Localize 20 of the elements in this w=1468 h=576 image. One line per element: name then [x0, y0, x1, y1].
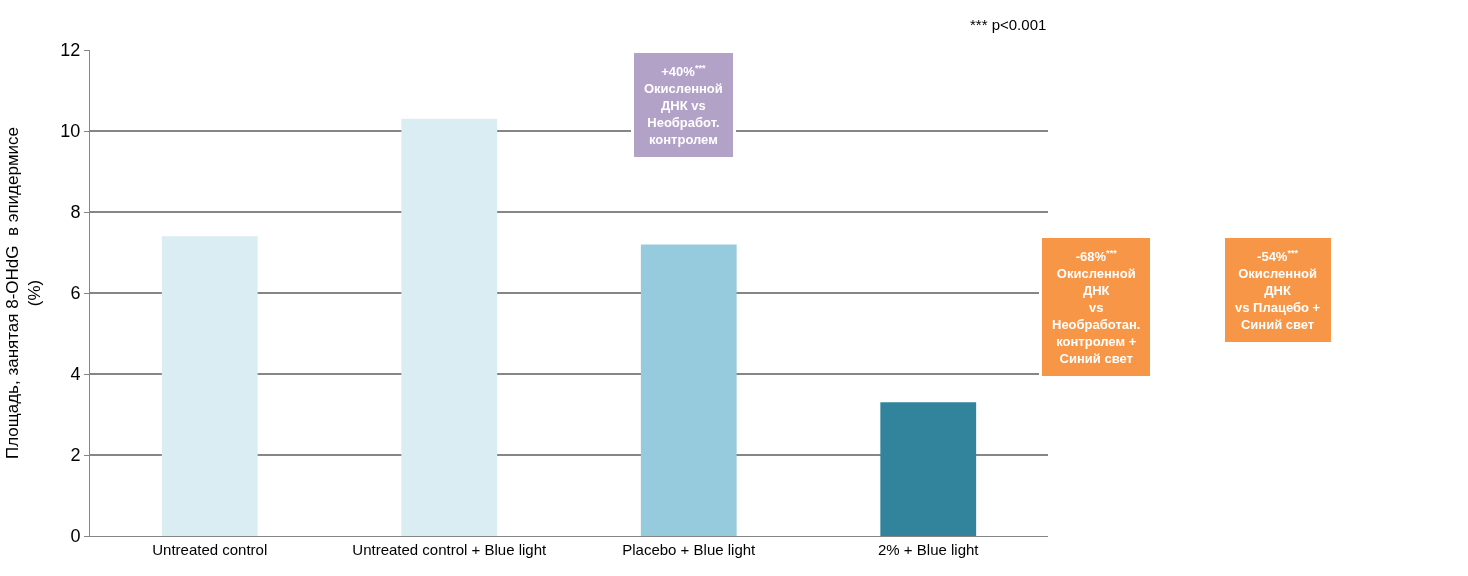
- text: -54%$^{***}$ Окисленной ДНК vs Плацебо + Синий свет: [1235, 248, 1321, 333]
- y-tick-label: 6: [70, 283, 81, 304]
- y-tick-label: 4: [70, 364, 81, 385]
- y-tick-label: 0: [70, 526, 81, 547]
- bar: [161, 236, 258, 536]
- y-tick-label: 10: [60, 121, 81, 142]
- x-tick-label: Untreated control: [152, 541, 268, 558]
- x-tick-label: Untreated control + Blue light: [352, 541, 548, 558]
- text: *** p<0.001: [970, 16, 1047, 33]
- bar: [640, 244, 737, 536]
- text: -68%$^{***}$ Окисленной ДНК vs Необработан. контролем + Синий свет: [1052, 248, 1141, 366]
- x-tick-label: 2% + Blue light: [878, 541, 980, 558]
- y-tick-label: 2: [70, 445, 81, 466]
- bar: [401, 118, 498, 536]
- y-tick-label: 12: [60, 40, 81, 61]
- annotation: +40%$^{***}$ Окисленной ДНК vs Необработ. контролем: [644, 63, 723, 148]
- y-axis-title: Площадь, занятая 8-OHdG в эпидермисе (%): [2, 126, 44, 460]
- y-tick-label: 8: [70, 202, 81, 223]
- bar: [880, 402, 977, 536]
- x-tick-label: Placebo + Blue light: [622, 541, 757, 558]
